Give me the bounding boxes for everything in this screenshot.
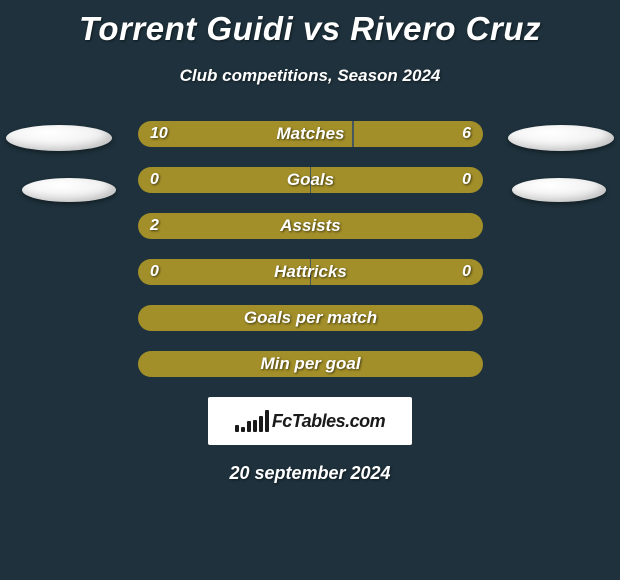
stat-bar-label: Goals per match bbox=[244, 308, 377, 328]
fctables-logo: FcTables.com bbox=[208, 397, 412, 445]
comparison-title: Torrent Guidi vs Rivero Cruz bbox=[0, 0, 620, 48]
stat-bar-goals-per-match: Goals per match bbox=[138, 305, 483, 331]
logo-bar-segment bbox=[241, 427, 245, 432]
stat-bar-goals: Goals 0 0 bbox=[138, 167, 483, 193]
fctables-logo-icon bbox=[235, 410, 269, 432]
stat-bar-min-per-goal: Min per goal bbox=[138, 351, 483, 377]
stat-bar-left-value: 0 bbox=[150, 263, 159, 281]
stat-bar-label: Min per goal bbox=[260, 354, 360, 374]
logo-bar-segment bbox=[235, 425, 239, 432]
logo-bar-segment bbox=[259, 416, 263, 432]
comparison-bars: Matches106Goals00Assists2Hattricks00Goal… bbox=[0, 121, 620, 377]
stat-bar-label: Assists bbox=[280, 216, 340, 236]
comparison-subtitle: Club competitions, Season 2024 bbox=[0, 66, 620, 86]
stat-bar-label: Goals bbox=[287, 170, 334, 190]
stat-bar-left-value: 0 bbox=[150, 171, 159, 189]
logo-bar-segment bbox=[247, 421, 251, 432]
logo-bar-segment bbox=[253, 420, 257, 432]
stat-bar-left-value: 10 bbox=[150, 125, 168, 143]
stat-bar-matches: Matches 10 6 bbox=[138, 121, 483, 147]
logo-bar-segment bbox=[265, 410, 269, 432]
stat-bar-label: Hattricks bbox=[274, 262, 347, 282]
stat-bar-right-fill bbox=[311, 167, 483, 193]
footer-date: 20 september 2024 bbox=[0, 463, 620, 484]
stat-bar-right-value: 0 bbox=[462, 263, 471, 281]
stat-bar-right-value: 6 bbox=[462, 125, 471, 143]
fctables-logo-text: FcTables.com bbox=[272, 411, 385, 432]
stat-bar-assists: Assists 2 bbox=[138, 213, 483, 239]
stat-bar-hattricks: Hattricks 0 0 bbox=[138, 259, 483, 285]
stat-bar-left-value: 2 bbox=[150, 217, 159, 235]
stat-bar-right-value: 0 bbox=[462, 171, 471, 189]
stat-bar-label: Matches bbox=[276, 124, 344, 144]
stat-bar-left-fill bbox=[138, 167, 310, 193]
